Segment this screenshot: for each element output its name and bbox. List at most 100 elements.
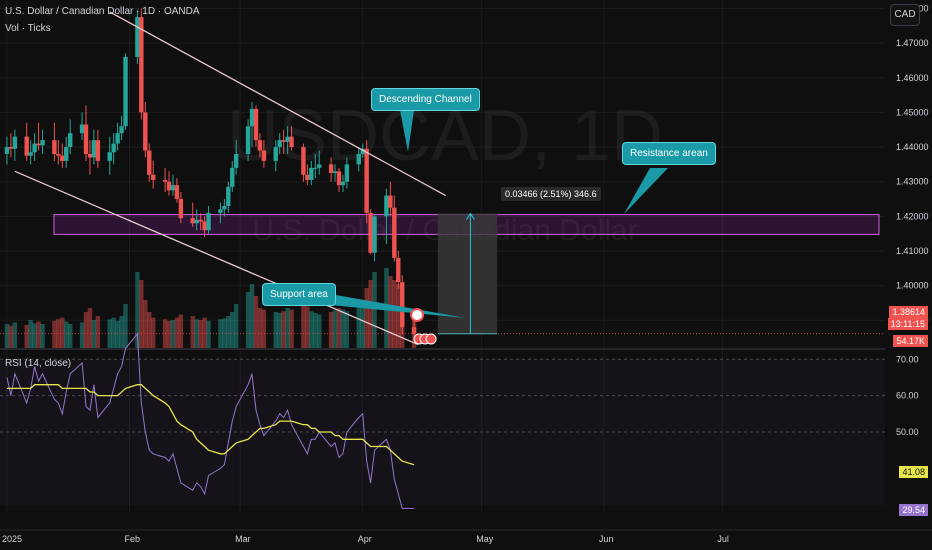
volume-bar — [234, 304, 239, 348]
candle-body — [107, 152, 112, 161]
candle-body — [392, 207, 397, 258]
candle-body — [143, 112, 148, 151]
candle-body — [151, 174, 156, 180]
candle-body — [119, 126, 124, 134]
candle-body — [166, 181, 172, 191]
candle-body — [111, 143, 116, 153]
rsi-panel: 70.00 60.00 50.00 — [0, 332, 919, 509]
candle-body — [245, 126, 251, 154]
volume-bar — [253, 296, 259, 348]
currency-button[interactable]: CAD — [890, 4, 920, 26]
volume-bar — [360, 300, 365, 348]
volume-bar — [178, 314, 184, 348]
volume-bar — [285, 308, 290, 348]
candle-body — [384, 195, 389, 217]
volume-bar — [12, 322, 18, 348]
volume-bar — [218, 319, 223, 348]
candle-body — [301, 147, 306, 175]
volume-bar — [123, 304, 128, 348]
candle-body — [226, 186, 231, 206]
volume-bar — [56, 319, 61, 348]
volume-bar — [147, 312, 152, 348]
volume-bar — [174, 317, 180, 348]
candle-body — [396, 257, 401, 283]
volume-bar — [202, 317, 207, 348]
volume-bar — [313, 312, 318, 348]
support-callout[interactable]: Support area — [262, 283, 336, 306]
candle-body — [174, 185, 180, 200]
volume-bar — [332, 310, 338, 348]
volume-bar — [309, 311, 314, 348]
candle-body — [12, 136, 18, 149]
candle-body — [281, 140, 286, 142]
candle-body — [364, 148, 369, 213]
candle-body — [206, 212, 211, 231]
volume-bar — [87, 308, 93, 348]
volume-bar — [245, 292, 251, 348]
candle-body — [332, 171, 338, 174]
volume-bar — [273, 312, 278, 348]
volume-bar — [83, 312, 89, 348]
candle-body — [52, 140, 57, 154]
candle-body — [147, 150, 152, 175]
channel-lines[interactable] — [14, 11, 447, 346]
candle-body — [249, 108, 255, 127]
volume-bar — [198, 320, 203, 348]
volume-bar — [336, 308, 342, 348]
resistance-callout[interactable]: Resistance arean — [622, 142, 716, 165]
measure-label: 0.03466 (2.51%) 346.6 — [501, 187, 601, 201]
volume-bars — [4, 268, 417, 348]
rsi-tick-label: 70.00 — [896, 354, 919, 364]
volume-label: Vol · Ticks — [5, 23, 51, 34]
volume-bar — [364, 288, 369, 348]
candle-body — [317, 164, 322, 168]
volume-bar — [281, 311, 286, 348]
price-tick-label: 1.40000 — [896, 281, 929, 291]
time-tick-label: Mar — [235, 534, 251, 544]
volume-bar — [24, 324, 29, 348]
candle-body — [87, 153, 93, 158]
candle-body — [368, 212, 373, 253]
volume-bar — [301, 304, 306, 348]
candle-body — [400, 282, 405, 328]
volume-bar — [67, 324, 73, 348]
volume-bar — [328, 312, 334, 348]
candle-body — [305, 174, 310, 180]
volume-bar — [289, 309, 294, 348]
volume-bar — [8, 325, 14, 348]
countdown-tag: 13:11:15 — [887, 318, 928, 330]
volume-bar — [277, 312, 282, 348]
volume-bar — [143, 300, 148, 348]
candle-body — [313, 167, 318, 169]
event-markers[interactable] — [410, 308, 437, 345]
candle-body — [36, 143, 41, 146]
volume-bar — [305, 306, 310, 348]
time-axis[interactable]: 2025 Feb Mar Apr May Jun Jul — [2, 534, 729, 544]
volume-bar — [139, 280, 144, 348]
candle-body — [8, 147, 14, 149]
volume-bar — [230, 312, 235, 348]
volume-bar — [344, 311, 350, 348]
candle-body — [198, 219, 203, 222]
volume-bar — [190, 316, 195, 348]
measure-box[interactable] — [0, 212, 885, 335]
volume-bar — [194, 319, 199, 348]
flag-event-icon — [410, 308, 425, 322]
candle-body — [261, 150, 267, 161]
descending-channel-callout[interactable]: Descending Channel — [371, 88, 480, 111]
candle-body — [273, 147, 278, 161]
candle-body — [388, 195, 393, 208]
candle-body — [328, 164, 334, 174]
candle-body — [95, 140, 101, 161]
volume-bar — [226, 316, 231, 348]
volume-bar — [107, 319, 112, 348]
volume-bar — [392, 280, 397, 348]
rsi-line — [6, 332, 415, 509]
volume-bar — [170, 320, 176, 348]
candle-body — [4, 147, 10, 154]
volume-bar — [119, 316, 124, 348]
candle-body — [190, 218, 195, 224]
volume-bar — [340, 309, 346, 348]
candle-body — [360, 148, 365, 154]
